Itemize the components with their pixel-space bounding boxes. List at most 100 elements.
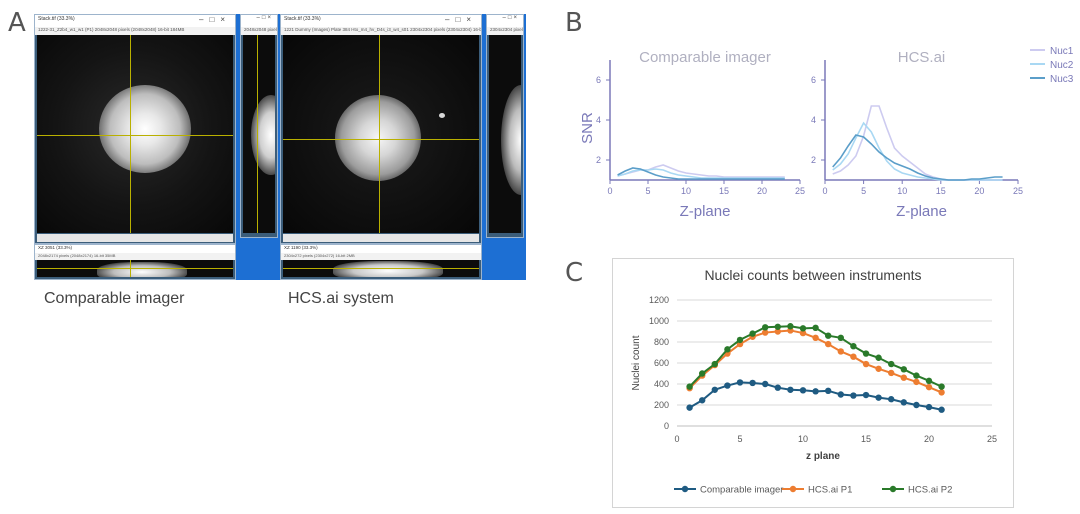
data-point-comparable-imager xyxy=(825,387,832,395)
hcs-ai-window[interactable]: Stack.tif (33.3%) –□× 1221 Dummy (Images… xyxy=(280,14,482,244)
data-point-hcs-ai-p2 xyxy=(913,372,920,379)
x-tick-label: 10 xyxy=(681,186,691,196)
data-point-hcs-ai-p2 xyxy=(837,334,844,341)
window-controls[interactable]: –□× xyxy=(199,15,231,24)
side-blob xyxy=(501,85,521,195)
data-point-comparable-imager xyxy=(799,387,807,394)
data-point-hcs-ai-p2 xyxy=(875,354,882,361)
x-axis-label: Z-plane xyxy=(896,203,947,220)
y-tick-label: 400 xyxy=(654,379,669,389)
chart-title: Nuclei counts between instruments xyxy=(704,267,921,283)
x-tick-label: 5 xyxy=(737,434,742,444)
window-controls[interactable]: –□× xyxy=(256,15,273,21)
data-point-hcs-ai-p2 xyxy=(724,346,731,353)
data-point-comparable-imager xyxy=(686,404,693,411)
window-controls[interactable]: –□× xyxy=(445,15,477,24)
data-point-hcs-ai-p2 xyxy=(749,330,756,337)
data-point-hcs-ai-p2 xyxy=(825,332,832,339)
caption-comparable-imager: Comparable imager xyxy=(44,290,185,307)
chart-title: Comparable imager xyxy=(639,49,771,66)
legend-label: HCS.ai P2 xyxy=(908,485,952,496)
stack-slider[interactable] xyxy=(37,234,233,242)
window-title: XZ 1190 (33.3%) xyxy=(284,245,318,250)
microscopy-image xyxy=(37,35,233,233)
data-point-comparable-imager xyxy=(900,399,907,406)
data-point-comparable-imager xyxy=(862,391,870,399)
data-point-comparable-imager xyxy=(699,397,706,404)
window-title: Stack.tif (33.3%) xyxy=(284,16,321,22)
data-point-hcs-ai-p2 xyxy=(938,383,945,390)
image-info: 1222-31_Z2b4_w1_w1 (P1) 2048x2048 pixels… xyxy=(35,27,235,35)
data-point-comparable-imager xyxy=(774,384,781,391)
image-info: 2304x2304 pixels (2304) xyxy=(487,27,523,35)
xz-blob xyxy=(333,261,443,277)
x-tick-label: 0 xyxy=(674,434,679,444)
y-tick-label: 2 xyxy=(596,155,601,165)
data-point-hcs-ai-p1 xyxy=(799,329,807,337)
data-point-comparable-imager xyxy=(837,391,844,398)
y-tick-label: 2 xyxy=(811,155,816,165)
y-tick-label: 6 xyxy=(811,75,816,85)
data-point-hcs-ai-p2 xyxy=(862,350,870,357)
microscopy-image xyxy=(283,35,479,233)
caption-hcs-ai-system: HCS.ai system xyxy=(288,290,394,307)
x-tick-label: 15 xyxy=(861,434,871,444)
data-point-hcs-ai-p1 xyxy=(825,340,832,348)
side-view-image xyxy=(243,35,275,233)
data-point-comparable-imager xyxy=(938,406,945,413)
data-point-hcs-ai-p1 xyxy=(925,383,933,391)
data-point-hcs-ai-p2 xyxy=(736,336,744,344)
comparable-imager-window[interactable]: Stack.tif (33.3%) –□× 1222-31_Z2b4_w1_w1… xyxy=(34,14,236,244)
image-info: 2304x272 pixels (2304x272) 16-bit 2MB xyxy=(281,253,481,260)
series-line-nuc2 xyxy=(832,121,1003,181)
data-point-comparable-imager xyxy=(925,403,933,411)
window-title: XZ 3051 (33.3%) xyxy=(38,245,73,250)
data-point-comparable-imager xyxy=(888,396,895,403)
hcs-ai-xz-window[interactable]: XZ 1190 (33.3%) 2304x272 pixels (2304x27… xyxy=(280,244,482,280)
hcs-ai-side-view-window[interactable]: –□× 2304x2304 pixels (2304) xyxy=(486,14,524,238)
image-info: 2048x2174 pixels (2048x2174) 16-bit 35MB xyxy=(35,253,235,260)
x-tick-label: 0 xyxy=(822,186,827,196)
data-point-hcs-ai-p2 xyxy=(799,325,807,332)
legend-swatch-marker xyxy=(789,485,797,493)
data-point-comparable-imager xyxy=(711,386,718,393)
comparable-side-view-window[interactable]: –□× 2048x2048 pixels (2048) xyxy=(240,14,278,238)
data-point-hcs-ai-p1 xyxy=(850,353,857,360)
window-controls[interactable]: –□× xyxy=(502,15,519,21)
data-point-hcs-ai-p2 xyxy=(888,360,895,368)
crosshair-vertical xyxy=(130,35,131,233)
x-tick-label: 25 xyxy=(795,186,805,196)
data-point-hcs-ai-p2 xyxy=(925,377,933,385)
data-point-comparable-imager xyxy=(749,379,756,387)
legend-label: Comparable imager xyxy=(700,485,783,496)
series-line-nuc1 xyxy=(617,164,785,178)
image-info: 1221 Dummy (Images) Plate 384 Hto_m4_hv_… xyxy=(281,27,481,35)
data-point-hcs-ai-p1 xyxy=(862,360,870,368)
series-line-nuc3 xyxy=(832,134,1003,181)
xz-image xyxy=(37,260,233,277)
data-point-comparable-imager xyxy=(762,380,769,388)
y-axis-label: Nuclei count xyxy=(631,335,642,390)
series-line-nuc3 xyxy=(617,167,785,180)
y-axis-label: SNR xyxy=(579,112,596,144)
comparable-xz-window[interactable]: XZ 3051 (33.3%) 2048x2174 pixels (2048x2… xyxy=(34,244,236,280)
legend-label: Nuc2 xyxy=(1050,60,1074,71)
y-tick-label: 6 xyxy=(596,75,601,85)
data-point-hcs-ai-p2 xyxy=(699,370,706,377)
data-point-comparable-imager xyxy=(724,382,731,389)
data-point-hcs-ai-p1 xyxy=(875,365,882,372)
y-tick-label: 4 xyxy=(811,115,816,125)
crosshair-horizontal xyxy=(283,268,479,269)
x-tick-label: 15 xyxy=(936,186,946,196)
window-title: Stack.tif (33.3%) xyxy=(38,16,75,22)
xz-blob xyxy=(97,262,187,277)
xz-image xyxy=(283,260,479,277)
stack-slider[interactable] xyxy=(283,234,479,242)
x-tick-label: 0 xyxy=(607,186,612,196)
x-tick-label: 5 xyxy=(645,186,650,196)
data-point-hcs-ai-p2 xyxy=(812,324,819,332)
data-point-comparable-imager xyxy=(736,379,744,386)
data-point-hcs-ai-p1 xyxy=(774,328,781,335)
legend-swatch-marker xyxy=(681,485,689,493)
y-tick-label: 200 xyxy=(654,400,669,410)
